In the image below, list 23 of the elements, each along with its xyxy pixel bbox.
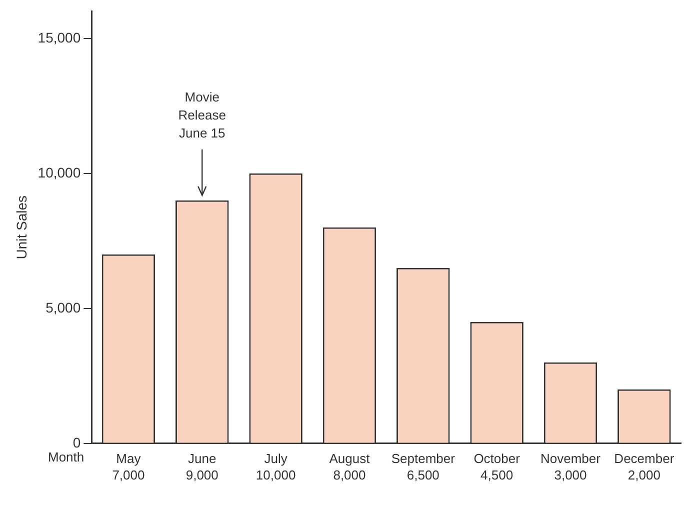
x-tick-label: September [391,450,456,466]
data-label: 3,000 [554,467,587,482]
data-label: 4,500 [480,467,514,482]
y-tick-label: 10,000 [38,164,81,180]
x-tick-label: November [540,450,602,466]
data-label: 2,000 [628,467,660,482]
y-tick-label: 0 [72,434,81,450]
data-label: 10,000 [256,467,296,482]
data-label: 6,500 [406,467,440,482]
data-label: 9,000 [186,467,218,482]
x-tick-label: October [474,450,521,466]
annotation: Movie Release June 15 [178,89,226,140]
y-tick-label: 15,000 [38,29,81,46]
x-tick-label: August [329,450,370,466]
x-tick-label: July [264,450,288,466]
x-tick-label: May [116,450,142,466]
x-tick-label: June [188,450,216,466]
x-axis-title: Month [48,449,84,464]
x-tick-label: December [614,450,675,466]
data-label: 7,000 [112,467,145,482]
y-axis-title: Unit Sales [13,195,30,260]
y-tick-label: 5,000 [46,299,81,316]
data-label: 8,000 [333,467,366,482]
